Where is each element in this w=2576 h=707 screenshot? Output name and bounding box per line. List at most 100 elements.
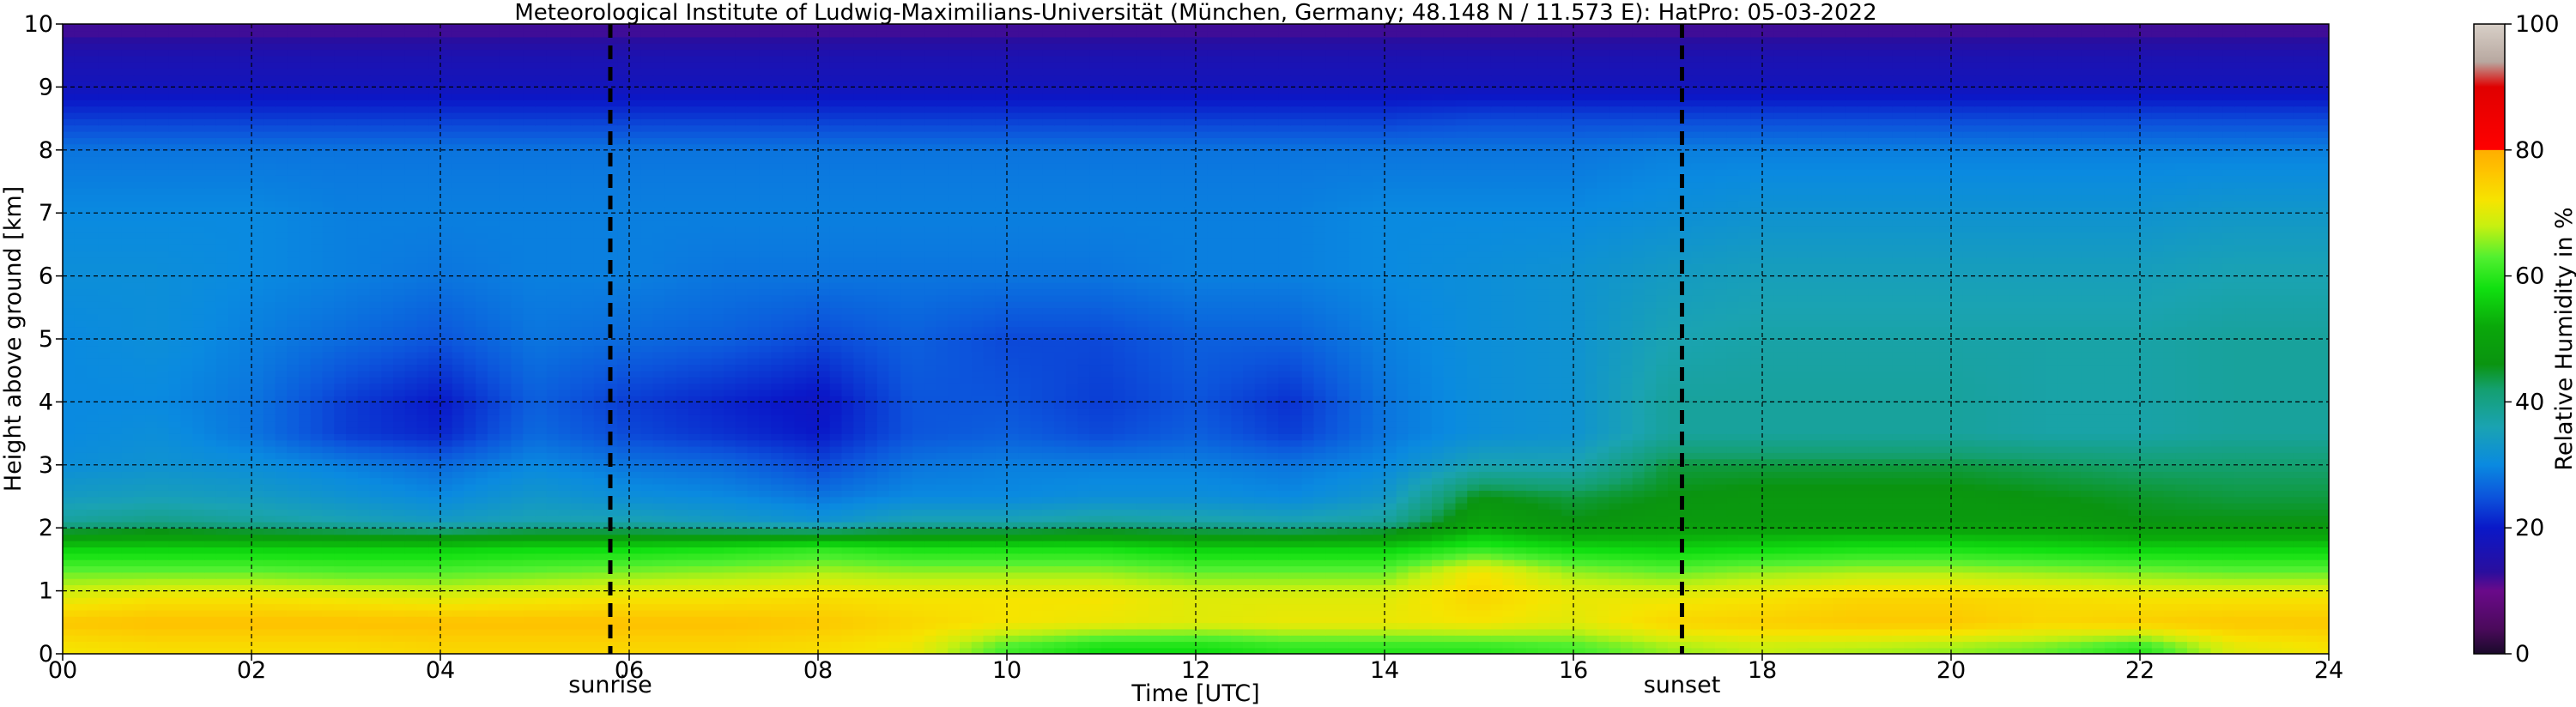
heatmap-cell — [1951, 603, 1964, 611]
heatmap-cell — [1573, 502, 1586, 510]
heatmap-cell — [464, 634, 477, 643]
heatmap-cell — [2282, 603, 2294, 611]
heatmap-cell — [275, 622, 288, 630]
heatmap-cell — [806, 584, 819, 592]
heatmap-cell — [888, 590, 902, 598]
heatmap-cell — [2163, 609, 2177, 617]
heatmap-cell — [110, 565, 123, 573]
heatmap-cell — [865, 509, 878, 517]
heatmap-cell — [1632, 584, 1646, 592]
heatmap-cell — [2128, 590, 2141, 598]
heatmap-cell — [1797, 502, 1810, 510]
heatmap-cell — [1691, 596, 1705, 605]
heatmap-cell — [1951, 596, 1964, 605]
heatmap-cell — [1833, 559, 1846, 567]
heatmap-cell — [2222, 490, 2235, 498]
heatmap-cell — [1172, 496, 1185, 504]
heatmap-cell — [983, 615, 997, 624]
heatmap-cell — [227, 596, 241, 605]
heatmap-cell — [1420, 490, 1433, 498]
heatmap-cell — [1715, 596, 1728, 605]
heatmap-cell — [924, 603, 937, 611]
heatmap-cell — [2198, 547, 2212, 554]
heatmap-cell — [2210, 590, 2224, 598]
heatmap-cell — [204, 634, 217, 643]
heatmap-cell — [2293, 622, 2306, 630]
heatmap-cell — [2258, 628, 2271, 636]
heatmap-cell — [546, 609, 560, 617]
heatmap-cell — [74, 641, 88, 649]
heatmap-cell — [1254, 596, 1268, 605]
heatmap-cell — [1196, 496, 1209, 504]
heatmap-cell — [1254, 502, 1268, 510]
heatmap-cell — [1537, 603, 1551, 611]
heatmap-cell — [1160, 528, 1173, 535]
heatmap-cell — [227, 584, 241, 592]
heatmap-cell — [1432, 540, 1445, 548]
heatmap-cell — [1962, 528, 1976, 535]
heatmap-cell — [2210, 571, 2224, 579]
heatmap-cell — [1514, 534, 1527, 541]
heatmap-cell — [1773, 647, 1787, 654]
heatmap-cell — [1349, 603, 1362, 611]
heatmap-cell — [1490, 641, 1504, 649]
heatmap-cell — [1136, 596, 1149, 605]
heatmap-cell — [145, 622, 158, 630]
heatmap-cell — [1018, 603, 1032, 611]
heatmap-cell — [440, 590, 453, 598]
heatmap-cell — [1054, 603, 1067, 611]
heatmap-cell — [1785, 515, 1799, 523]
heatmap-cell — [2009, 540, 2023, 548]
heatmap-cell — [180, 528, 194, 535]
heatmap-cell — [1785, 590, 1799, 598]
heatmap-cell — [1219, 502, 1233, 510]
heatmap-cell — [1679, 553, 1693, 560]
heatmap-cell — [1998, 559, 2011, 567]
heatmap-cell — [287, 540, 300, 548]
heatmap-cell — [2282, 622, 2294, 630]
heatmap-cell — [2069, 634, 2082, 643]
heatmap-cell — [2021, 547, 2035, 554]
heatmap-cell — [771, 641, 784, 649]
heatmap-cell — [876, 609, 890, 617]
heatmap-cell — [1089, 502, 1102, 510]
heatmap-cell — [404, 540, 418, 548]
heatmap-cell — [1443, 647, 1457, 654]
heatmap-cell — [1726, 515, 1740, 523]
heatmap-cell — [1868, 584, 1882, 592]
chart-title: Meteorological Institute of Ludwig-Maxim… — [514, 0, 1876, 26]
heatmap-cell — [971, 590, 985, 598]
heatmap-cell — [369, 615, 383, 624]
heatmap-cell — [960, 615, 973, 624]
heatmap-cell — [369, 596, 383, 605]
heatmap-cell — [1549, 577, 1563, 586]
heatmap-cell — [676, 615, 689, 624]
heatmap-cell — [1703, 547, 1716, 554]
heatmap-cell — [511, 596, 524, 605]
heatmap-cell — [1561, 534, 1574, 541]
heatmap-cell — [747, 577, 761, 586]
heatmap-cell — [252, 502, 264, 510]
heatmap-cell — [1160, 590, 1173, 598]
heatmap-cell — [275, 490, 288, 498]
heatmap-cell — [876, 547, 890, 554]
heatmap-cell — [1962, 540, 1976, 548]
heatmap-cell — [1892, 603, 1905, 611]
heatmap-cell — [664, 509, 677, 517]
heatmap-cell — [263, 628, 276, 636]
heatmap-cell — [546, 603, 560, 611]
heatmap-cell — [1112, 521, 1126, 529]
heatmap-cell — [2057, 515, 2070, 523]
heatmap-cell — [1904, 547, 1917, 554]
heatmap-cell — [1514, 528, 1527, 535]
heatmap-cell — [1762, 647, 1775, 654]
heatmap-cell — [876, 603, 890, 611]
heatmap-cell — [1785, 559, 1799, 567]
heatmap-cell — [1892, 596, 1905, 605]
heatmap-cell — [605, 534, 619, 541]
heatmap-cell — [2210, 547, 2224, 554]
heatmap-cell — [404, 565, 418, 573]
heatmap-cell — [1927, 502, 1941, 510]
heatmap-cell — [747, 528, 761, 535]
heatmap-cell — [806, 528, 819, 535]
